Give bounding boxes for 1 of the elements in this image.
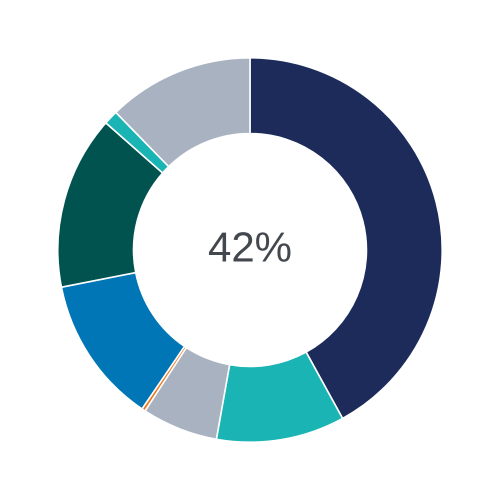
text: 42%	[208, 224, 292, 271]
